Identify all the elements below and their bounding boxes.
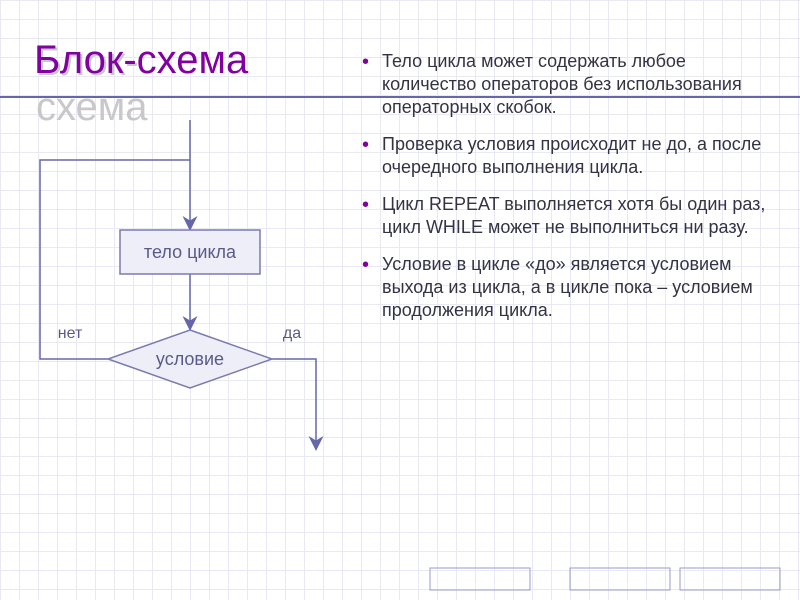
list-item: Тело цикла может содержать любое количес…	[360, 50, 780, 119]
node-cond-label: условие	[156, 349, 224, 369]
page-title: Блок-схема Блок-схема	[34, 38, 248, 83]
bullet-text: Цикл REPEAT выполняется хотя бы один раз…	[382, 194, 765, 237]
title-text: Блок-схема	[34, 38, 248, 82]
bullet-list: Тело цикла может содержать любое количес…	[360, 50, 780, 336]
bullet-text: Проверка условия происходит не до, а пос…	[382, 134, 761, 177]
edge-label-yes: да	[283, 325, 301, 342]
footer-placeholders	[0, 564, 800, 594]
list-item: Цикл REPEAT выполняется хотя бы один раз…	[360, 193, 780, 239]
bullet-text: Тело цикла может содержать любое количес…	[382, 51, 742, 117]
list-item: Проверка условия происходит не до, а пос…	[360, 133, 780, 179]
list-item: Условие в цикле «до» является условием в…	[360, 253, 780, 322]
flowchart: тело цикла условие нет да	[0, 100, 360, 500]
edge-label-no: нет	[58, 325, 83, 342]
bullet-text: Условие в цикле «до» является условием в…	[382, 254, 753, 320]
node-body-label: тело цикла	[144, 242, 237, 262]
slide-content: Блок-схема Блок-схема тело цикла условие…	[0, 0, 800, 600]
edge-yes	[272, 359, 316, 448]
